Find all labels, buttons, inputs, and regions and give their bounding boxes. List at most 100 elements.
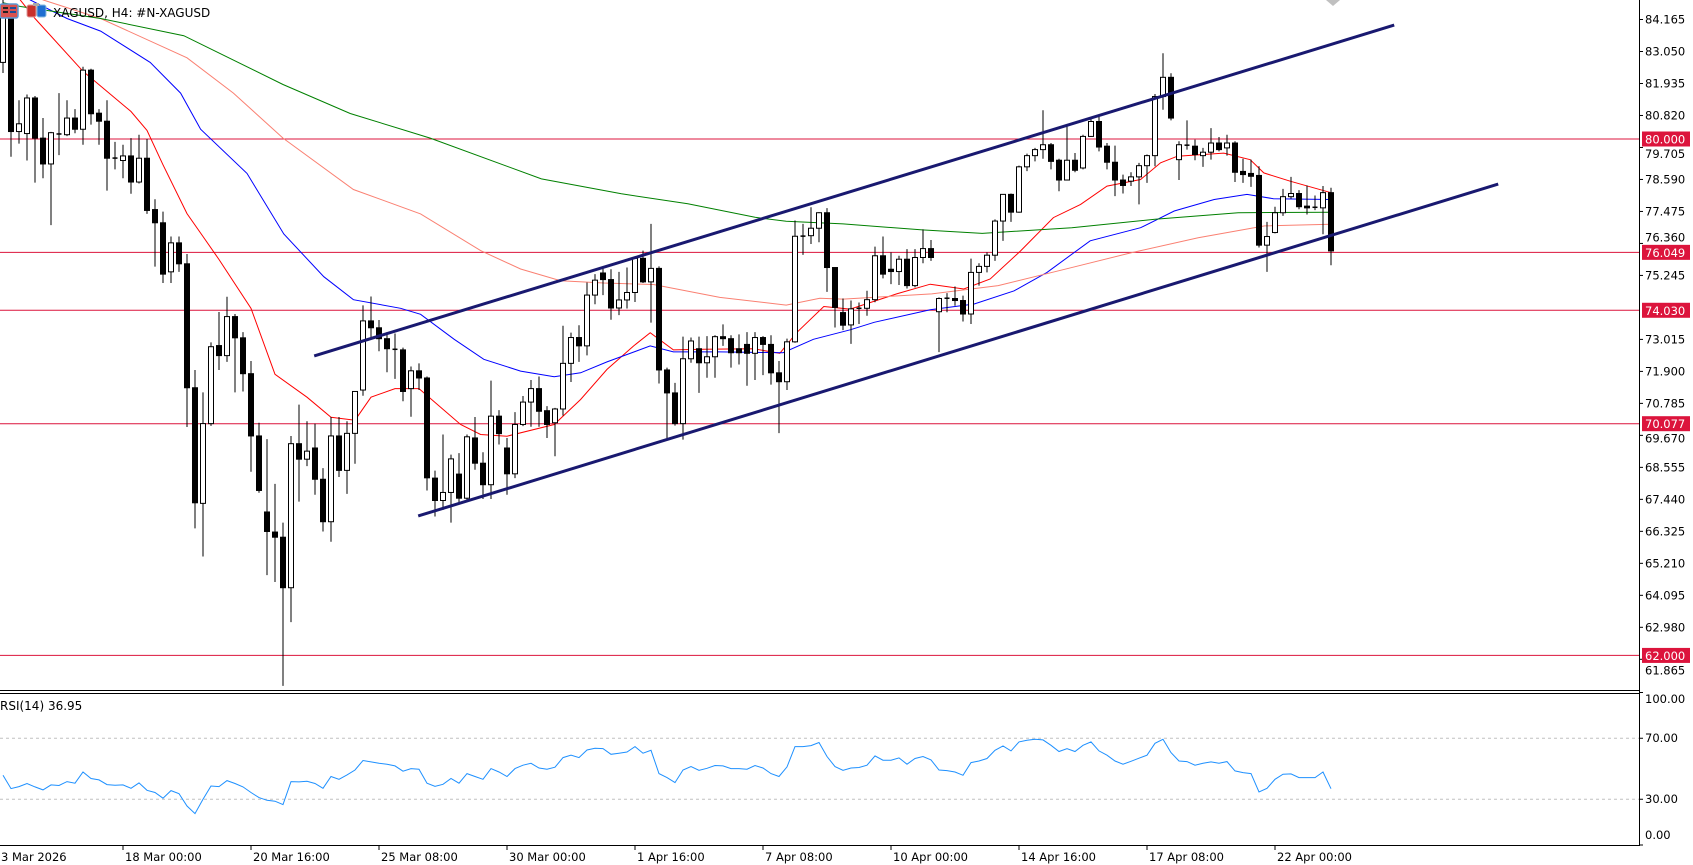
- candle: [712, 335, 718, 378]
- candle-body: [888, 268, 894, 273]
- time-tick-label: 14 Apr 16:00: [1021, 850, 1096, 864]
- candle-body: [304, 450, 310, 460]
- candle-body: [1104, 145, 1110, 163]
- candle-body: [928, 248, 934, 258]
- rsi-plot[interactable]: [0, 737, 1639, 815]
- candle: [680, 336, 686, 440]
- candle: [528, 379, 534, 427]
- candle-body: [1064, 159, 1070, 181]
- rsi-line: [2, 738, 1332, 815]
- candle: [232, 314, 238, 393]
- candle: [760, 336, 766, 376]
- one-click-trading-icon[interactable]: [0, 3, 19, 19]
- candle-body: [8, 6, 14, 133]
- candle-body: [1288, 193, 1294, 198]
- candle-body: [168, 242, 174, 273]
- candle-body: [656, 267, 662, 371]
- candle-body: [1024, 155, 1030, 168]
- trade-panel-icon[interactable]: [26, 3, 47, 18]
- candle: [808, 207, 814, 245]
- candle: [280, 522, 286, 686]
- candle-body: [1040, 144, 1046, 151]
- candle-body: [184, 263, 190, 389]
- candle-body: [600, 272, 606, 281]
- candle: [224, 296, 230, 362]
- candle: [1096, 116, 1102, 152]
- candle: [992, 219, 998, 261]
- candle-body: [736, 348, 742, 354]
- price-tick-label: 66.325: [1645, 524, 1685, 538]
- candle-body: [688, 340, 694, 360]
- candle: [704, 336, 710, 378]
- time-tick-label: 3 Mar 2026: [1, 850, 67, 864]
- chart-shift-marker[interactable]: [1326, 0, 1340, 6]
- candle-body: [88, 69, 94, 115]
- candle: [968, 258, 974, 325]
- candle: [720, 324, 726, 346]
- main-plot[interactable]: [0, 0, 1639, 686]
- candle: [1112, 145, 1118, 197]
- candle: [72, 109, 78, 134]
- price-level-label: 74.030: [1645, 304, 1685, 318]
- candle: [408, 366, 414, 417]
- candle: [208, 342, 214, 426]
- candle: [560, 325, 566, 416]
- candle-body: [1016, 166, 1022, 213]
- candle: [312, 423, 318, 495]
- candle: [56, 93, 62, 156]
- moving-average-line: [29, 0, 1332, 378]
- channel-upper-trendline[interactable]: [313, 23, 1395, 358]
- candle: [1232, 141, 1238, 183]
- candle-body: [744, 343, 750, 354]
- candle-body: [784, 341, 790, 383]
- moving-average-line: [2, 2, 1332, 234]
- candle: [880, 236, 886, 279]
- channel-lower-trendline[interactable]: [417, 182, 1499, 518]
- candle: [976, 263, 982, 286]
- candle: [928, 239, 934, 261]
- candle-body: [264, 511, 270, 532]
- candle-body: [72, 117, 78, 130]
- candle: [536, 376, 542, 427]
- candle-body: [904, 258, 910, 287]
- candle: [1296, 190, 1302, 210]
- candle-body: [1136, 165, 1142, 178]
- candle: [1168, 73, 1174, 121]
- time-tick-label: 1 Apr 16:00: [637, 850, 705, 864]
- candle-body: [1272, 212, 1278, 234]
- candle-body: [992, 220, 998, 256]
- candle-body: [416, 370, 422, 379]
- candle-body: [504, 447, 510, 475]
- candle-body: [936, 298, 942, 313]
- candle-body: [552, 408, 558, 424]
- candle-body: [880, 255, 886, 275]
- candle: [832, 267, 838, 328]
- candle: [872, 246, 878, 303]
- candle: [88, 68, 94, 125]
- candle-body: [64, 117, 70, 136]
- candle-body: [896, 258, 902, 273]
- candle-body: [768, 343, 774, 374]
- candle: [912, 249, 918, 288]
- candle: [1320, 186, 1326, 235]
- candle-body: [40, 137, 46, 165]
- candle-body: [344, 432, 350, 471]
- candle: [424, 376, 430, 491]
- candle-body: [488, 415, 494, 486]
- candle-body: [832, 267, 838, 308]
- candle-body: [360, 320, 366, 391]
- toolbar-icons: [0, 3, 47, 19]
- candle: [1008, 193, 1014, 222]
- candle: [608, 269, 614, 320]
- candle: [920, 229, 926, 264]
- candle: [1328, 187, 1334, 266]
- candle: [1184, 120, 1190, 150]
- candle-body: [568, 337, 574, 364]
- candle: [592, 274, 598, 305]
- candle-body: [104, 120, 110, 159]
- candle: [936, 297, 942, 353]
- candle-body: [1232, 142, 1238, 173]
- candle-body: [432, 477, 438, 501]
- candle: [104, 100, 110, 191]
